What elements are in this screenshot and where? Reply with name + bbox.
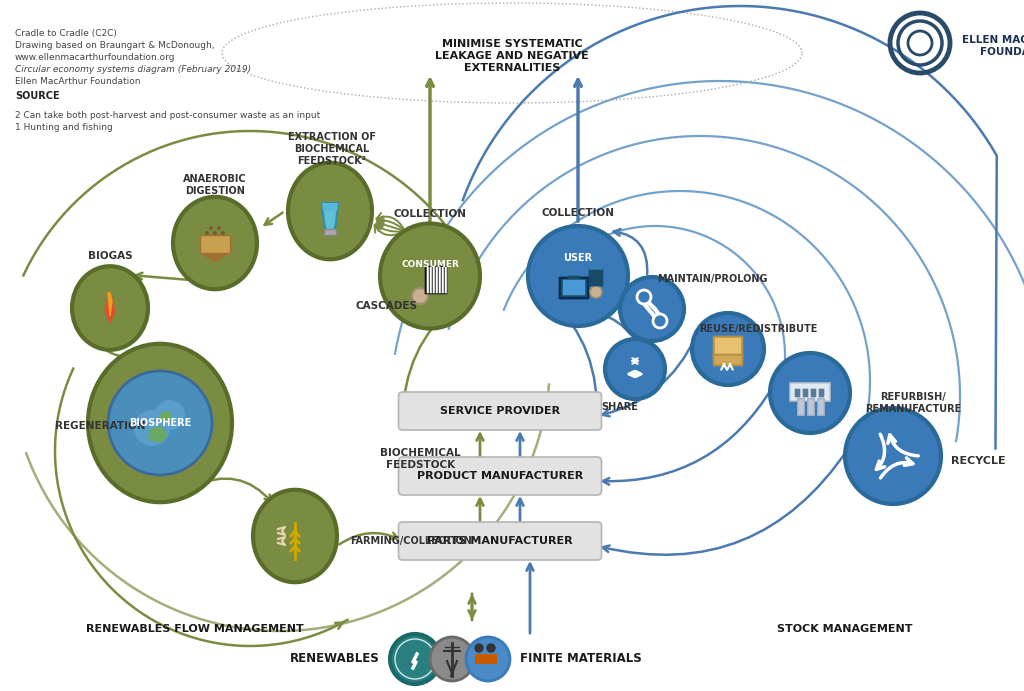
FancyBboxPatch shape [819, 389, 824, 397]
Text: PRODUCT MANUFACTURER: PRODUCT MANUFACTURER [417, 471, 583, 481]
Circle shape [475, 644, 483, 652]
Circle shape [487, 644, 495, 652]
FancyBboxPatch shape [398, 522, 601, 560]
Text: SOURCE: SOURCE [15, 91, 59, 101]
Circle shape [466, 637, 510, 681]
FancyBboxPatch shape [714, 337, 742, 357]
Text: RECYCLE: RECYCLE [951, 456, 1006, 466]
Circle shape [770, 353, 850, 433]
Text: EXTRACTION OF
BIOCHEMICAL
FEEDSTOCK²: EXTRACTION OF BIOCHEMICAL FEEDSTOCK² [288, 133, 376, 166]
Circle shape [590, 286, 602, 298]
Text: SERVICE PROVIDER: SERVICE PROVIDER [440, 406, 560, 416]
Text: FARMING/COLLECTION¹: FARMING/COLLECTION¹ [350, 536, 476, 546]
FancyBboxPatch shape [430, 267, 432, 293]
Text: BIOSPHERE: BIOSPHERE [129, 418, 191, 428]
Text: www.ellenmacarthurfoundation.org: www.ellenmacarthurfoundation.org [15, 53, 175, 62]
FancyBboxPatch shape [798, 399, 804, 415]
FancyBboxPatch shape [795, 389, 801, 397]
FancyBboxPatch shape [567, 276, 581, 279]
FancyBboxPatch shape [425, 266, 447, 294]
Text: REFURBISH/
REMANUFACTURE: REFURBISH/ REMANUFACTURE [865, 392, 962, 414]
Circle shape [134, 410, 170, 446]
FancyBboxPatch shape [200, 235, 230, 253]
FancyBboxPatch shape [563, 280, 586, 295]
Ellipse shape [288, 162, 372, 259]
FancyBboxPatch shape [790, 383, 830, 401]
Ellipse shape [380, 223, 480, 328]
Text: Circular economy systems diagram (February 2019): Circular economy systems diagram (Februa… [15, 65, 251, 74]
FancyBboxPatch shape [808, 399, 814, 415]
Text: ANAEROBIC
DIGESTION: ANAEROBIC DIGESTION [183, 174, 247, 196]
FancyBboxPatch shape [441, 267, 443, 293]
Text: PARTS MANUFACTURER: PARTS MANUFACTURER [427, 536, 572, 546]
FancyBboxPatch shape [438, 267, 440, 293]
Text: SHARE: SHARE [601, 402, 638, 412]
Circle shape [395, 639, 435, 679]
FancyBboxPatch shape [324, 229, 336, 235]
FancyBboxPatch shape [811, 389, 816, 397]
FancyBboxPatch shape [435, 267, 438, 293]
FancyBboxPatch shape [589, 269, 603, 286]
Circle shape [620, 277, 684, 341]
Text: RENEWABLES: RENEWABLES [290, 652, 380, 665]
Ellipse shape [88, 344, 232, 502]
Text: STOCK MANAGEMENT: STOCK MANAGEMENT [777, 624, 912, 634]
Text: 2 Can take both post-harvest and post-consumer waste as an input: 2 Can take both post-harvest and post-co… [15, 111, 321, 120]
Text: REGENERATION: REGENERATION [55, 421, 145, 431]
Circle shape [692, 313, 764, 385]
Text: Ellen MacArthur Foundation: Ellen MacArthur Foundation [15, 77, 140, 86]
Text: BIOCHEMICAL
FEEDSTOCK: BIOCHEMICAL FEEDSTOCK [380, 448, 461, 470]
FancyBboxPatch shape [714, 354, 742, 366]
Text: REUSE/REDISTRIBUTE: REUSE/REDISTRIBUTE [699, 324, 818, 334]
FancyBboxPatch shape [560, 278, 589, 299]
Circle shape [221, 231, 225, 235]
Circle shape [637, 290, 651, 304]
Circle shape [412, 288, 428, 304]
Text: Cradle to Cradle (C2C): Cradle to Cradle (C2C) [15, 29, 117, 38]
Text: COLLECTION: COLLECTION [542, 208, 614, 218]
Text: ELLEN MACARTHUR
FOUNDATION: ELLEN MACARTHUR FOUNDATION [962, 35, 1024, 57]
Ellipse shape [253, 490, 337, 583]
Polygon shape [158, 411, 172, 423]
Circle shape [653, 314, 667, 328]
FancyBboxPatch shape [398, 392, 601, 430]
Text: CASCADES: CASCADES [355, 301, 417, 311]
Circle shape [108, 371, 212, 475]
Text: 1 Hunting and fishing: 1 Hunting and fishing [15, 123, 113, 132]
Text: USER: USER [563, 253, 593, 263]
Ellipse shape [173, 197, 257, 290]
Polygon shape [105, 293, 115, 323]
Text: MAINTAIN/PROLONG: MAINTAIN/PROLONG [656, 274, 767, 284]
Circle shape [845, 408, 941, 504]
Circle shape [155, 400, 185, 430]
Circle shape [430, 637, 474, 681]
Text: MINIMISE SYSTEMATIC
LEAKAGE AND NEGATIVE
EXTERNALITIES: MINIMISE SYSTEMATIC LEAKAGE AND NEGATIVE… [435, 39, 589, 73]
FancyBboxPatch shape [427, 267, 429, 293]
FancyBboxPatch shape [398, 457, 601, 495]
Polygon shape [322, 203, 338, 211]
Text: CONSUMER: CONSUMER [401, 260, 459, 269]
FancyBboxPatch shape [433, 267, 435, 293]
Text: BIOGAS: BIOGAS [88, 251, 132, 261]
Polygon shape [322, 203, 338, 231]
Polygon shape [108, 293, 112, 316]
Polygon shape [148, 426, 168, 443]
FancyBboxPatch shape [818, 399, 824, 415]
Circle shape [205, 231, 209, 235]
Text: Drawing based on Braungart & McDonough,: Drawing based on Braungart & McDonough, [15, 41, 214, 50]
Ellipse shape [72, 266, 148, 350]
Text: FINITE MATERIALS: FINITE MATERIALS [520, 652, 642, 665]
Circle shape [217, 226, 221, 230]
Circle shape [390, 634, 440, 684]
Polygon shape [200, 253, 230, 263]
Circle shape [209, 226, 213, 230]
FancyBboxPatch shape [475, 654, 497, 664]
Text: COLLECTION: COLLECTION [393, 209, 467, 219]
Text: RENEWABLES FLOW MANAGEMENT: RENEWABLES FLOW MANAGEMENT [86, 624, 304, 634]
Circle shape [213, 231, 217, 235]
Circle shape [528, 226, 628, 326]
Circle shape [605, 339, 665, 399]
FancyBboxPatch shape [803, 389, 808, 397]
FancyBboxPatch shape [444, 267, 446, 293]
